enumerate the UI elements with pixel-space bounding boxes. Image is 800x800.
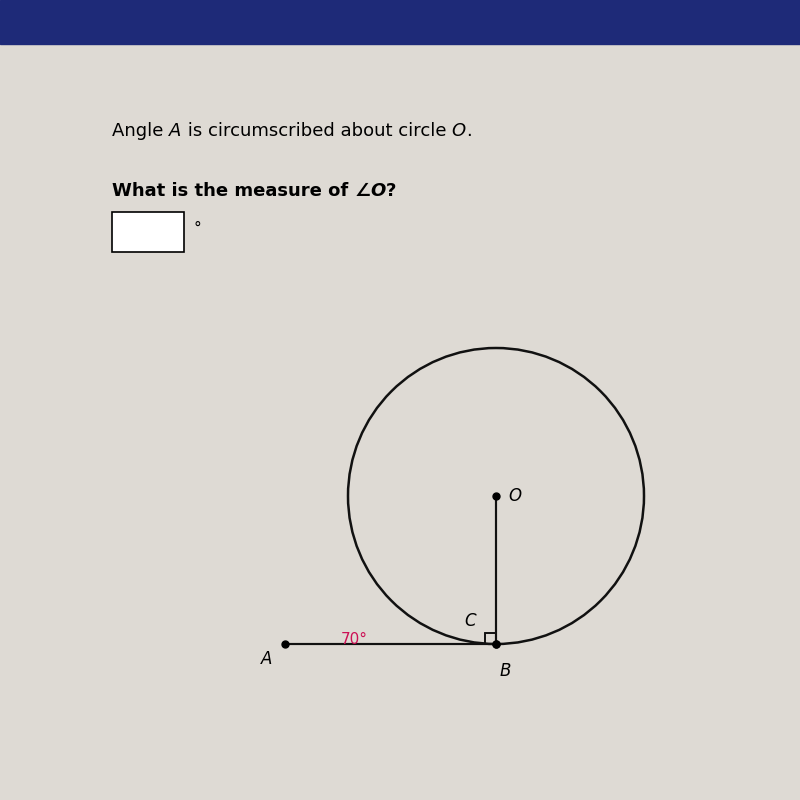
FancyBboxPatch shape [112,212,184,252]
Text: C: C [464,611,476,630]
Text: ?: ? [386,182,396,200]
Text: is circumscribed about circle: is circumscribed about circle [182,122,452,140]
Text: O: O [452,122,466,140]
Text: .: . [466,122,472,140]
Text: A: A [169,122,182,140]
Text: O: O [370,182,386,200]
Text: Angle: Angle [112,122,169,140]
Text: B: B [500,662,511,679]
Text: 70°: 70° [341,633,368,647]
Text: ∠: ∠ [354,182,370,200]
Bar [0,0,800,44]
Text: A: A [262,650,273,669]
Text: O: O [508,487,521,505]
Text: What is the measure of: What is the measure of [112,182,354,200]
Text: °: ° [194,221,202,235]
